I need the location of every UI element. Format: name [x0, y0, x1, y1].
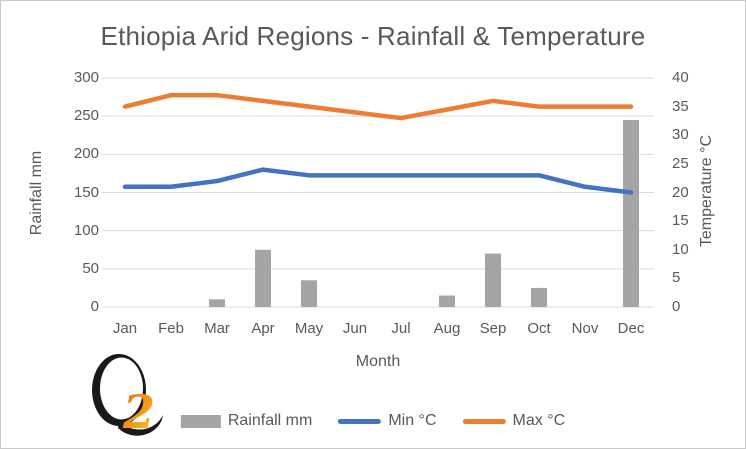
x-axis-tick: Dec: [617, 320, 645, 337]
right-axis-tick: 15: [672, 212, 689, 230]
right-axis-tick: 5: [672, 269, 681, 287]
x-axis-tick: Aug: [433, 320, 461, 337]
legend-line-swatch: [462, 418, 506, 424]
x-axis-tick: Sep: [479, 320, 507, 337]
legend-label: Max °C: [512, 412, 566, 429]
right-axis-tick: 20: [672, 183, 689, 201]
legend-label: Rainfall mm: [227, 412, 313, 429]
legend: Rainfall mm Min °C Max °C: [180, 408, 566, 434]
x-axis-tick: Apr: [251, 320, 275, 337]
chart-title: Ethiopia Arid Regions - Rainfall & Tempe…: [100, 21, 646, 51]
rainfall-bar: [301, 280, 317, 307]
x-axis-tick: Jul: [391, 320, 411, 337]
right-axis-tick: 30: [672, 126, 689, 144]
legend-item-max-temp: Max °C: [462, 412, 566, 430]
rainfall-bar: [623, 119, 639, 307]
rainfall-bar: [531, 287, 547, 307]
o2-logo: 2: [92, 354, 163, 437]
left-axis-tick: 100: [73, 221, 99, 239]
rainfall-bar: [209, 299, 225, 307]
rainfall-bar: [255, 249, 271, 307]
x-axis-tick: May: [294, 320, 324, 337]
left-axis-tick: 0: [90, 298, 99, 315]
x-axis-tick: Oct: [527, 320, 551, 337]
x-axis-tick: Jan: [112, 320, 138, 337]
left-axis-tick: 150: [73, 183, 99, 201]
left-axis-tick: 300: [73, 69, 99, 86]
legend-label: Min °C: [388, 412, 437, 429]
rainfall-bar: [485, 253, 501, 307]
legend-line-swatch: [338, 418, 382, 424]
logo-digit: 2: [122, 385, 155, 437]
right-axis-tick: 40: [672, 69, 689, 86]
x-axis-tick: Jun: [342, 320, 368, 337]
o-glyph: [92, 354, 146, 426]
legend-item-min-temp: Min °C: [338, 412, 437, 430]
left-axis-tick: 50: [82, 259, 99, 277]
left-axis-tick: 250: [73, 107, 99, 125]
legend-bar-swatch: [180, 414, 221, 428]
right-axis-tick: 35: [672, 97, 689, 115]
right-axis-tick: 10: [672, 240, 689, 258]
min-temp-line: [122, 167, 634, 195]
logo-swoosh: [118, 415, 163, 436]
right-axis-tick: 0: [672, 298, 681, 315]
x-axis-tick: Mar: [204, 320, 230, 337]
max-temp-line: [122, 92, 634, 121]
x-axis-tick: Nov: [571, 320, 599, 337]
x-axis-title: Month: [355, 353, 401, 370]
left-axis-tick: 200: [73, 145, 99, 163]
rainfall-bar: [439, 295, 455, 307]
right-axis-tick: 25: [672, 154, 689, 172]
legend-item-rainfall: Rainfall mm: [180, 412, 313, 430]
x-axis-tick: Feb: [158, 320, 184, 337]
